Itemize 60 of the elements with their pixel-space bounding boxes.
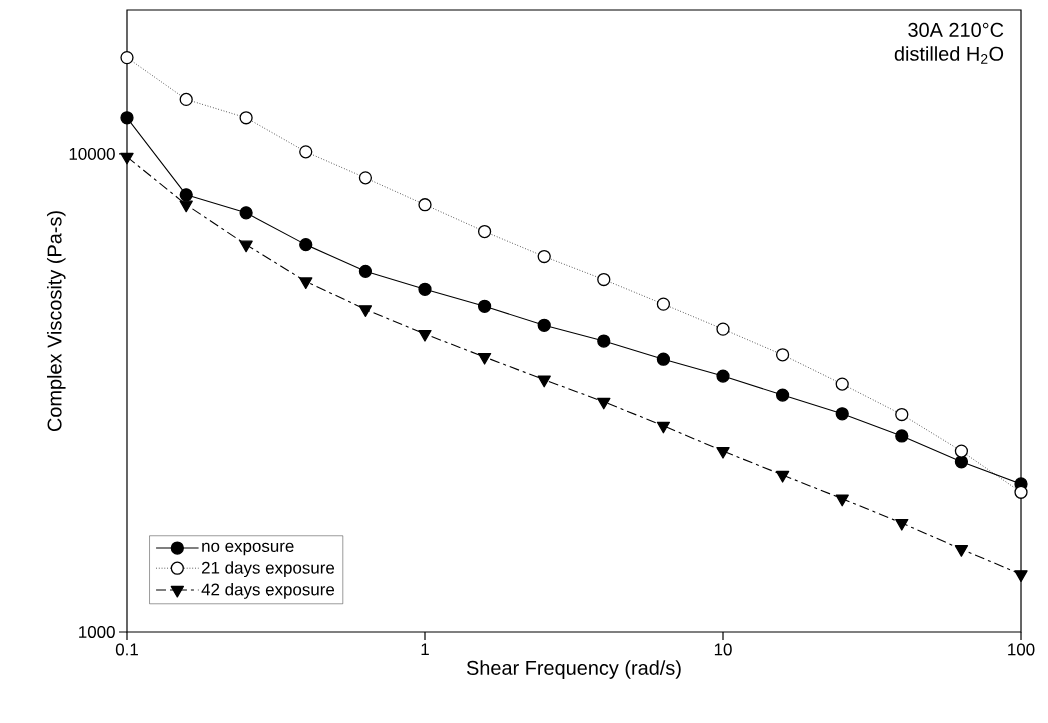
point xyxy=(477,224,492,239)
point xyxy=(954,444,969,458)
point xyxy=(358,264,373,278)
point xyxy=(358,171,373,185)
point xyxy=(120,152,134,165)
point xyxy=(1014,485,1028,499)
point xyxy=(477,352,492,365)
point xyxy=(418,329,432,342)
point xyxy=(239,206,253,220)
point xyxy=(597,272,611,287)
point xyxy=(895,407,909,422)
point xyxy=(656,421,671,434)
point xyxy=(954,545,969,557)
point xyxy=(835,407,849,421)
legend-label: 21 days exposure xyxy=(201,561,335,578)
point xyxy=(656,297,671,311)
point xyxy=(775,388,790,402)
point xyxy=(775,470,790,483)
point xyxy=(299,145,313,159)
point xyxy=(1014,570,1028,582)
x-tick-label: 1 xyxy=(421,643,429,656)
point xyxy=(954,455,969,469)
x-axis-title: Shear Frequency (rad/s) xyxy=(466,660,681,679)
point xyxy=(239,111,253,125)
point xyxy=(299,277,313,290)
point xyxy=(239,240,253,253)
y-tick-label: 1000 xyxy=(79,625,115,638)
point xyxy=(656,352,671,366)
point xyxy=(179,92,193,107)
point xyxy=(358,305,373,317)
point xyxy=(835,494,849,507)
point xyxy=(120,111,134,125)
point xyxy=(895,518,909,531)
legend-label: no exposure xyxy=(202,542,294,556)
point xyxy=(835,377,849,391)
legend-label: 42 days exposure xyxy=(201,583,335,599)
y-axis-title: Complex Viscosity (Pa-s) xyxy=(46,211,66,432)
annotation: 30A 210°C xyxy=(908,22,1004,37)
point xyxy=(716,322,730,336)
point xyxy=(179,200,193,213)
annotation: distilled H$_{2}$O xyxy=(894,46,1004,64)
point xyxy=(179,188,193,202)
point xyxy=(477,299,492,313)
x-tick-label: 0.1 xyxy=(115,643,138,656)
point xyxy=(716,446,730,459)
point xyxy=(299,238,313,252)
x-tick-label: 100 xyxy=(1008,643,1035,656)
point xyxy=(537,318,551,332)
x-tick-label: 10 xyxy=(714,643,732,656)
y-tick-label: 10000 xyxy=(69,147,115,160)
point xyxy=(895,429,909,443)
point xyxy=(120,50,134,65)
point xyxy=(597,397,611,410)
point xyxy=(597,334,611,348)
point xyxy=(418,282,432,296)
point xyxy=(537,249,551,264)
point xyxy=(537,375,551,388)
point xyxy=(775,348,790,362)
point xyxy=(716,369,730,383)
point xyxy=(418,198,432,212)
